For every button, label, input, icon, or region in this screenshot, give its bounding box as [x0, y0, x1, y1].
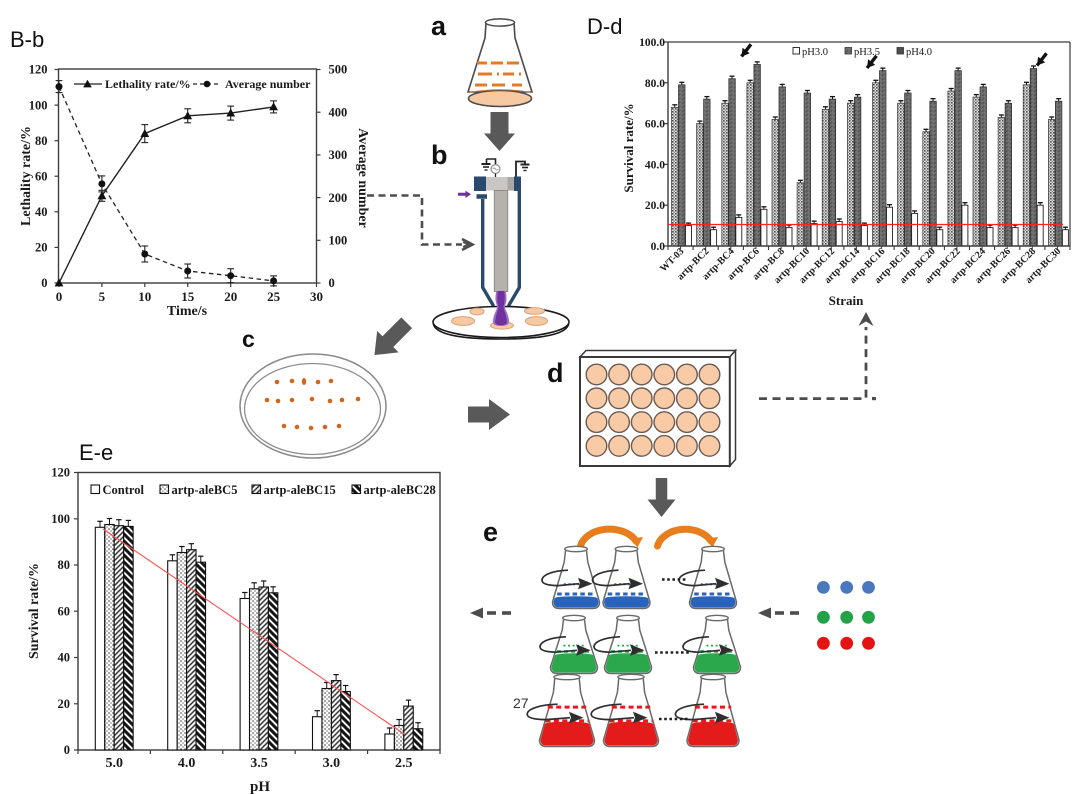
svg-text:60: 60	[58, 605, 71, 619]
svg-text:0: 0	[41, 276, 47, 290]
svg-text:80: 80	[58, 558, 71, 572]
svg-text:0.0: 0.0	[651, 241, 666, 253]
svg-text:500: 500	[329, 63, 348, 77]
svg-text:100: 100	[51, 512, 70, 526]
svg-text:120: 120	[29, 63, 48, 77]
svg-text:40: 40	[58, 651, 71, 665]
svg-text:artp-aleBC5: artp-aleBC5	[172, 483, 238, 497]
svg-text:20: 20	[58, 697, 71, 711]
svg-text:pH: pH	[250, 779, 270, 794]
svg-text:300: 300	[329, 148, 348, 162]
svg-text:Survival rate/%: Survival rate/%	[27, 563, 42, 659]
svg-text:25: 25	[267, 289, 281, 304]
svg-text:10: 10	[138, 289, 151, 304]
svg-text:27: 27	[513, 695, 529, 711]
svg-text:0: 0	[56, 289, 63, 304]
svg-text:100.0: 100.0	[639, 37, 665, 49]
svg-text:40.0: 40.0	[645, 159, 665, 171]
svg-text:artp-aleBC28: artp-aleBC28	[364, 483, 436, 497]
svg-text:0: 0	[64, 743, 70, 757]
svg-text:100: 100	[329, 234, 348, 248]
svg-text:60: 60	[35, 169, 48, 183]
svg-text:100: 100	[29, 98, 48, 112]
svg-text:120: 120	[51, 466, 70, 480]
svg-text:E-e: E-e	[79, 440, 113, 465]
svg-text:20.0: 20.0	[645, 200, 665, 212]
svg-text:20: 20	[224, 289, 237, 304]
svg-text:pH3.5: pH3.5	[854, 47, 880, 58]
svg-text:3.0: 3.0	[323, 756, 341, 771]
svg-text:5: 5	[99, 289, 106, 304]
svg-text:Lethality rate/%: Lethality rate/%	[105, 77, 191, 91]
svg-text:30: 30	[310, 289, 323, 304]
svg-text:Average number: Average number	[225, 77, 311, 91]
svg-text:60.0: 60.0	[645, 119, 665, 131]
svg-text:c: c	[242, 326, 255, 352]
svg-text:Control: Control	[103, 483, 145, 497]
svg-text:Survival rate/%: Survival rate/%	[621, 103, 636, 192]
svg-text:e: e	[483, 517, 498, 547]
svg-text:b: b	[431, 140, 448, 170]
svg-text:40: 40	[35, 205, 48, 219]
svg-text:2.5: 2.5	[395, 756, 413, 771]
svg-text:0: 0	[329, 276, 335, 290]
svg-text:d: d	[547, 358, 564, 388]
svg-text:80.0: 80.0	[645, 78, 665, 90]
svg-text:400: 400	[329, 105, 348, 119]
svg-text:B-b: B-b	[10, 27, 44, 52]
svg-text:D-d: D-d	[587, 14, 622, 39]
svg-text:a: a	[431, 11, 447, 41]
svg-text:5.0: 5.0	[105, 756, 123, 771]
svg-text:artp-aleBC15: artp-aleBC15	[264, 483, 336, 497]
svg-text:Strain: Strain	[829, 293, 864, 308]
svg-text:80: 80	[35, 134, 48, 148]
svg-text:4.0: 4.0	[178, 756, 196, 771]
svg-text:pH4.0: pH4.0	[906, 47, 932, 58]
svg-text:15: 15	[181, 289, 195, 304]
svg-text:20: 20	[35, 241, 48, 255]
svg-text:Average number: Average number	[355, 128, 370, 228]
svg-text:3.5: 3.5	[250, 756, 268, 771]
svg-text:pH3.0: pH3.0	[802, 47, 828, 58]
svg-text:Lethality rate/%: Lethality rate/%	[19, 126, 34, 226]
svg-text:200: 200	[329, 191, 348, 205]
svg-text:Time/s: Time/s	[167, 304, 208, 319]
